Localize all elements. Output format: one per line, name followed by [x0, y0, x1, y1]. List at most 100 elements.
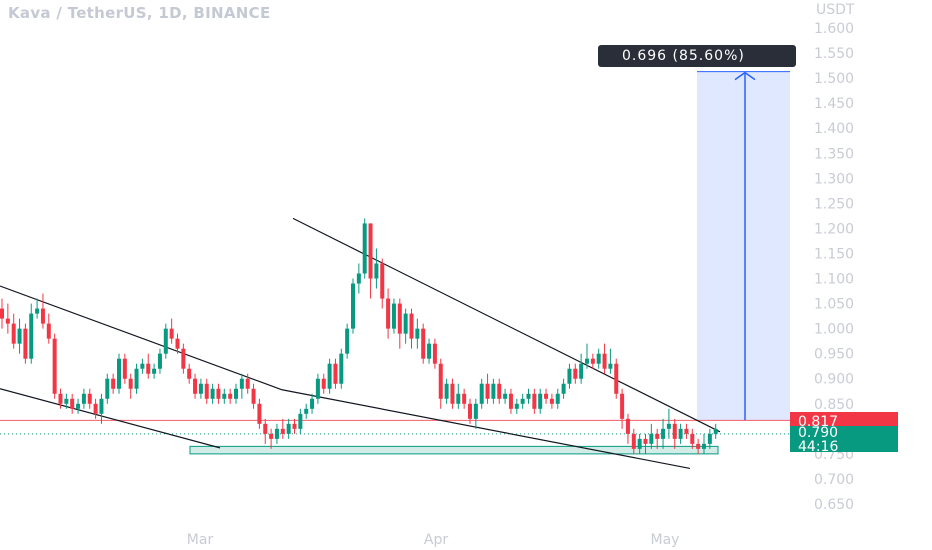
candle-body — [76, 403, 81, 409]
candle-body — [602, 353, 607, 369]
candle — [526, 388, 531, 404]
y-tick-label: 0.700 — [814, 472, 854, 488]
candle-body — [310, 398, 315, 409]
candle — [444, 378, 449, 404]
y-tick-label: 0.900 — [814, 372, 854, 388]
candle — [643, 433, 648, 454]
candle-body — [152, 368, 157, 374]
candle-body — [696, 443, 701, 449]
candle-body — [356, 273, 361, 284]
trendline — [0, 285, 283, 391]
candle — [93, 398, 98, 419]
candle-body — [146, 363, 151, 374]
y-tick-label: 1.150 — [814, 246, 854, 262]
candle-body — [462, 393, 467, 404]
candle — [631, 428, 636, 454]
candle — [702, 433, 706, 454]
measure-label: 0.696 (85.60%) — [598, 45, 796, 67]
candle — [368, 223, 373, 299]
candle — [11, 313, 16, 349]
candle — [696, 438, 701, 454]
candle — [87, 388, 92, 409]
candle-body — [280, 428, 285, 434]
y-tick-label: 1.200 — [814, 221, 854, 237]
candle-body — [128, 378, 133, 389]
candle-body — [666, 423, 671, 429]
x-tick-label: Apr — [424, 532, 448, 548]
candle — [298, 408, 303, 434]
candle-body — [520, 398, 525, 404]
y-tick-label: 1.000 — [814, 322, 854, 338]
candle-body — [608, 363, 613, 369]
candle-body — [99, 398, 104, 414]
candle — [46, 313, 51, 344]
candle-body — [263, 423, 268, 434]
candle-body — [304, 408, 309, 414]
candle-body — [58, 393, 63, 404]
candle-body — [684, 428, 689, 434]
candle-body — [368, 223, 373, 279]
candle — [234, 383, 238, 404]
candle-body — [46, 323, 51, 339]
candle-body — [497, 383, 502, 399]
candle — [181, 343, 186, 374]
candle — [485, 373, 490, 404]
candle — [690, 428, 695, 449]
chart-title: Kava / TetherUS, 1D, BINANCE — [8, 4, 271, 22]
y-axis-unit: USDT — [816, 2, 855, 18]
candle — [678, 423, 683, 444]
candle — [427, 338, 432, 364]
candle — [362, 218, 367, 279]
candle — [432, 338, 437, 369]
countdown-timer: 44:16 — [798, 439, 839, 455]
candle-body — [403, 313, 408, 334]
candle-body — [222, 393, 227, 399]
candle — [310, 393, 315, 414]
candle-body — [409, 313, 414, 339]
candle-body — [532, 393, 537, 409]
candle-body — [450, 383, 455, 404]
candle-body — [391, 303, 396, 329]
candle — [345, 323, 350, 359]
trendline — [292, 217, 721, 433]
last-price-value: 0.790 — [798, 425, 839, 441]
candle — [532, 388, 537, 414]
candle — [538, 388, 543, 414]
candle-body — [655, 433, 660, 439]
y-tick-label: 1.100 — [814, 272, 854, 288]
candle — [58, 388, 63, 409]
candle — [573, 363, 578, 384]
candle — [351, 278, 355, 334]
candle-body — [614, 363, 619, 394]
candle — [245, 373, 250, 394]
trendline — [281, 389, 691, 470]
candle-body — [234, 388, 238, 399]
candle — [655, 428, 660, 449]
candle-body — [549, 398, 554, 404]
candle — [520, 393, 525, 409]
candle — [23, 323, 28, 364]
candle — [81, 388, 86, 409]
candle-body — [479, 383, 484, 404]
x-tick-label: Mar — [187, 532, 214, 548]
candle-body — [661, 428, 666, 439]
y-tick-label: 1.550 — [814, 46, 854, 62]
measure-box — [697, 71, 790, 421]
candle — [608, 348, 613, 374]
candle-body — [503, 393, 508, 399]
candle — [140, 358, 145, 374]
candle-body — [585, 358, 589, 364]
candle — [292, 418, 297, 434]
candle-body — [544, 393, 549, 399]
candle-body — [245, 378, 250, 389]
candle-body — [432, 343, 437, 364]
candle — [421, 323, 426, 364]
candle — [128, 373, 133, 399]
y-tick-label: 1.500 — [814, 71, 854, 87]
candle-body — [579, 363, 584, 379]
candle-body — [444, 383, 449, 399]
candle — [239, 373, 244, 399]
candle-body — [40, 308, 45, 324]
candle — [169, 318, 174, 344]
